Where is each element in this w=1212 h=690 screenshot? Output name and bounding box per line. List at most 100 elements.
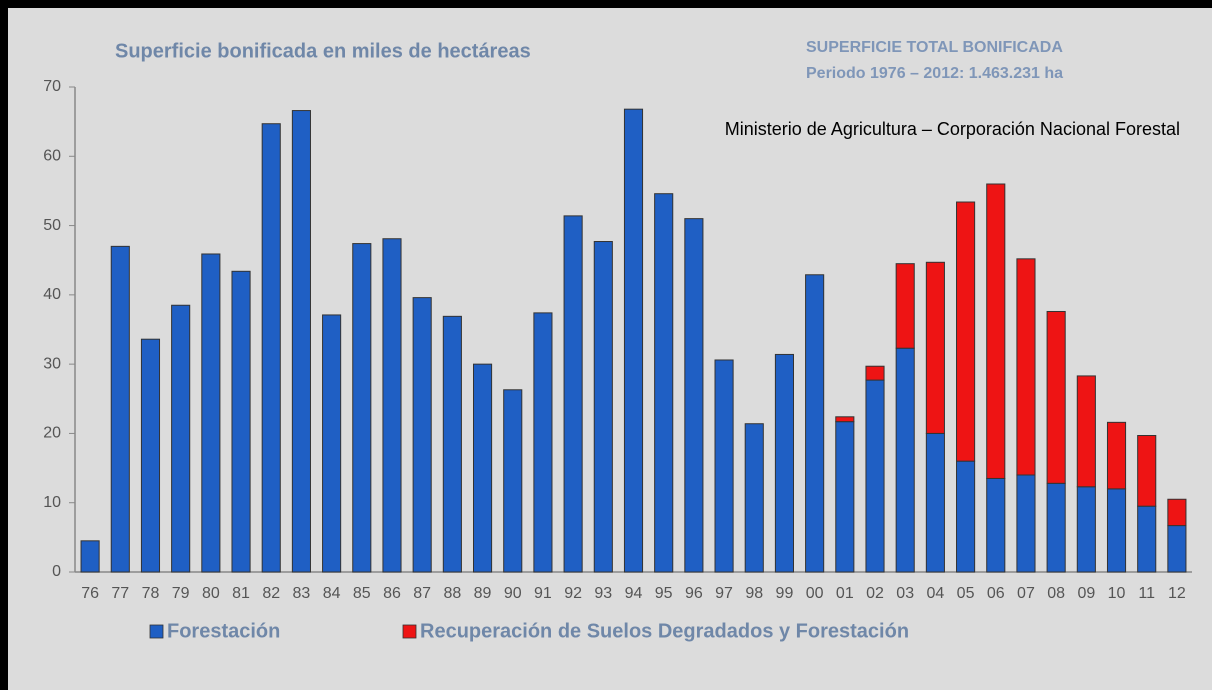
bar-segment xyxy=(925,261,945,434)
x-tick-label: 89 xyxy=(474,585,492,602)
bar-segment xyxy=(382,238,402,573)
bar-segment xyxy=(986,477,1006,573)
bar-segment xyxy=(533,312,553,573)
bar-segment xyxy=(472,363,493,573)
bar-segment xyxy=(412,297,432,573)
x-tick-label: 99 xyxy=(776,585,794,602)
bar-segment xyxy=(654,193,674,573)
x-tick-label: 86 xyxy=(383,585,401,602)
bar-segment xyxy=(140,338,161,573)
x-tick-label: 87 xyxy=(413,585,431,602)
x-tick-label: 05 xyxy=(957,585,975,602)
bar-segment xyxy=(835,416,855,423)
x-tick-label: 00 xyxy=(806,585,824,602)
bar-segment xyxy=(1046,482,1066,573)
bar-segment xyxy=(805,274,825,573)
bar-segment xyxy=(835,421,855,573)
legend-label: Forestación xyxy=(167,620,280,642)
bar-segment xyxy=(291,110,311,573)
legend-swatch xyxy=(402,624,417,639)
bar-segment xyxy=(1016,474,1036,573)
y-tick-label: 30 xyxy=(43,355,61,372)
bar-segment xyxy=(1106,421,1127,490)
x-tick-label: 12 xyxy=(1168,585,1186,602)
bar-segment xyxy=(442,315,462,573)
x-tick-label: 97 xyxy=(715,585,733,602)
x-tick-label: 80 xyxy=(202,585,220,602)
legend-swatch xyxy=(149,624,164,639)
bar-segment xyxy=(865,379,885,573)
legend-label: Recuperación de Suelos Degradados y Fore… xyxy=(420,620,909,642)
bar-segment xyxy=(322,314,342,573)
bar-segment xyxy=(1137,505,1157,573)
bar-segment xyxy=(1137,435,1157,507)
y-tick-label: 70 xyxy=(43,78,61,95)
bar-segment xyxy=(925,432,945,573)
bar-segment xyxy=(231,270,251,573)
y-tick-label: 10 xyxy=(43,494,61,511)
x-tick-label: 09 xyxy=(1077,585,1095,602)
bar-segment xyxy=(714,359,734,573)
bar-segment xyxy=(563,215,583,573)
y-tick-label: 60 xyxy=(43,148,61,165)
bar-segment xyxy=(986,183,1006,479)
bar-segment xyxy=(1167,498,1187,527)
x-tick-label: 07 xyxy=(1017,585,1035,602)
bar-segment xyxy=(895,347,915,573)
bar-segment xyxy=(352,243,372,573)
x-tick-label: 95 xyxy=(655,585,673,602)
bar-segment xyxy=(1106,488,1127,573)
x-tick-label: 06 xyxy=(987,585,1005,602)
bar-segment xyxy=(503,389,523,573)
bar-segment xyxy=(956,460,976,573)
bar-segment xyxy=(956,201,976,462)
y-tick-label: 0 xyxy=(52,563,61,580)
bar-segment xyxy=(684,218,704,573)
x-tick-label: 77 xyxy=(111,585,129,602)
x-tick-label: 76 xyxy=(81,585,99,602)
bar-segment xyxy=(1167,525,1187,573)
bar-segment xyxy=(1046,310,1066,484)
bar-segment xyxy=(744,423,764,573)
x-tick-label: 93 xyxy=(594,585,612,602)
x-tick-label: 08 xyxy=(1047,585,1065,602)
bar-segment xyxy=(110,245,130,573)
x-tick-label: 84 xyxy=(323,585,341,602)
x-tick-label: 11 xyxy=(1138,585,1155,602)
x-tick-label: 96 xyxy=(685,585,703,602)
y-tick-label: 20 xyxy=(43,425,61,442)
x-tick-label: 02 xyxy=(866,585,884,602)
bar-segment xyxy=(593,241,613,573)
x-tick-label: 10 xyxy=(1108,585,1126,602)
x-tick-label: 90 xyxy=(504,585,522,602)
x-tick-label: 81 xyxy=(232,585,250,602)
y-tick-label: 50 xyxy=(43,217,61,234)
bar-segment xyxy=(895,263,915,349)
bar-segment xyxy=(261,123,281,573)
bar-segment xyxy=(1076,486,1096,573)
x-tick-label: 03 xyxy=(896,585,914,602)
bar-segment xyxy=(1076,375,1096,488)
x-tick-label: 94 xyxy=(625,585,643,602)
x-tick-label: 82 xyxy=(262,585,280,602)
annotation: Ministerio de Agricultura – Corporación … xyxy=(725,119,1180,139)
bar-segment xyxy=(865,365,885,381)
x-tick-label: 98 xyxy=(745,585,763,602)
x-tick-label: 83 xyxy=(293,585,311,602)
x-tick-label: 92 xyxy=(564,585,582,602)
bar-segment xyxy=(80,540,100,573)
bar-segment xyxy=(623,108,644,573)
y-tick-label: 40 xyxy=(43,286,61,303)
x-tick-label: 78 xyxy=(142,585,160,602)
bar-segment xyxy=(1016,258,1036,476)
bar-segment xyxy=(171,304,191,573)
x-tick-label: 88 xyxy=(443,585,461,602)
x-tick-label: 91 xyxy=(534,585,552,602)
x-tick-label: 85 xyxy=(353,585,371,602)
bar-segment xyxy=(201,253,221,573)
annotation: SUPERFICIE TOTAL BONIFICADA xyxy=(806,39,1063,56)
x-tick-label: 79 xyxy=(172,585,190,602)
bar-segment xyxy=(774,353,795,573)
